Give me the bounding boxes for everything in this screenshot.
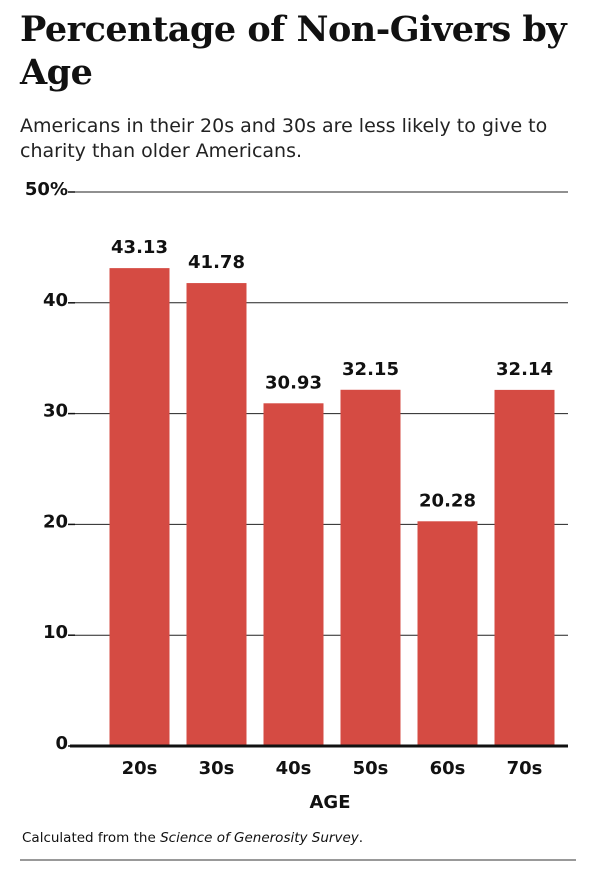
x-axis-label: AGE bbox=[309, 792, 350, 813]
x-tick-label: 30s bbox=[199, 758, 235, 779]
x-tick-label: 70s bbox=[507, 758, 543, 779]
bar bbox=[340, 389, 401, 746]
data-label: 32.14 bbox=[496, 359, 553, 380]
bar bbox=[417, 521, 478, 746]
y-tick-label: 40 bbox=[43, 290, 68, 311]
data-label: 43.13 bbox=[111, 237, 168, 258]
note: Calculated from the Science of Generosit… bbox=[22, 830, 363, 846]
note-source: Science of Generosity Survey bbox=[160, 830, 360, 846]
chart-subtitle: Americans in their 20s and 30s are less … bbox=[20, 115, 548, 162]
data-label: 32.15 bbox=[342, 359, 399, 380]
note-end: . bbox=[359, 830, 363, 846]
y-tick-label: 20 bbox=[43, 511, 68, 532]
x-tick-label: 20s bbox=[122, 758, 158, 779]
chart-title: Percentage of Non-Givers by Age bbox=[20, 9, 567, 93]
y-tick-label: 0 bbox=[55, 733, 68, 754]
x-tick-label: 50s bbox=[353, 758, 389, 779]
bar bbox=[263, 403, 324, 746]
note-text: Calculated from the bbox=[22, 830, 156, 846]
bar bbox=[494, 389, 555, 746]
y-tick-label: 50% bbox=[25, 179, 68, 200]
x-tick-label: 40s bbox=[276, 758, 312, 779]
data-label: 20.28 bbox=[419, 490, 476, 511]
y-tick-label: 30 bbox=[43, 401, 68, 422]
x-tick-label: 60s bbox=[430, 758, 466, 779]
bar bbox=[109, 268, 170, 746]
data-label: 30.93 bbox=[265, 372, 322, 393]
y-tick-label: 10 bbox=[43, 622, 68, 643]
data-label: 41.78 bbox=[188, 252, 245, 273]
bar bbox=[186, 283, 247, 746]
